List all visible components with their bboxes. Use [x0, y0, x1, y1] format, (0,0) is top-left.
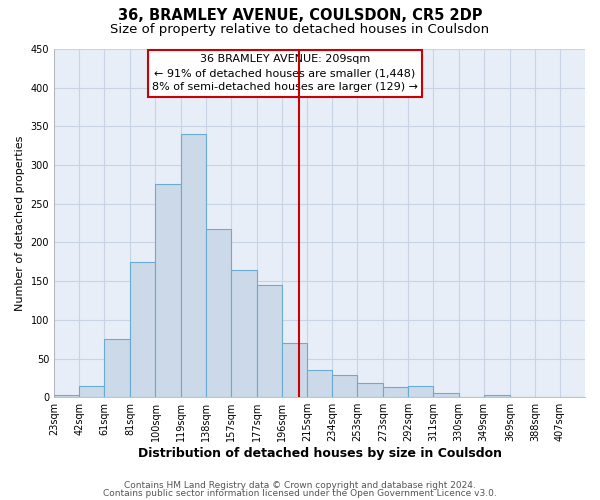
Bar: [409, 386, 433, 397]
Bar: [257, 285, 282, 397]
Bar: [104, 339, 130, 397]
X-axis label: Distribution of detached houses by size in Coulsdon: Distribution of detached houses by size …: [137, 447, 502, 460]
Y-axis label: Number of detached properties: Number of detached properties: [15, 136, 25, 311]
Text: Contains public sector information licensed under the Open Government Licence v3: Contains public sector information licen…: [103, 488, 497, 498]
Bar: [433, 392, 458, 397]
Text: Size of property relative to detached houses in Coulsdon: Size of property relative to detached ho…: [110, 22, 490, 36]
Text: Contains HM Land Registry data © Crown copyright and database right 2024.: Contains HM Land Registry data © Crown c…: [124, 481, 476, 490]
Bar: [130, 262, 155, 397]
Bar: [155, 184, 181, 397]
Bar: [54, 395, 79, 397]
Bar: [282, 343, 307, 397]
Bar: [181, 134, 206, 397]
Text: 36 BRAMLEY AVENUE: 209sqm
← 91% of detached houses are smaller (1,448)
8% of sem: 36 BRAMLEY AVENUE: 209sqm ← 91% of detac…: [152, 54, 418, 92]
Text: 36, BRAMLEY AVENUE, COULSDON, CR5 2DP: 36, BRAMLEY AVENUE, COULSDON, CR5 2DP: [118, 8, 482, 22]
Bar: [206, 228, 230, 397]
Bar: [484, 395, 510, 397]
Bar: [230, 270, 257, 397]
Bar: [79, 386, 104, 397]
Bar: [332, 375, 357, 397]
Bar: [383, 387, 409, 397]
Bar: [307, 370, 332, 397]
Bar: [357, 384, 383, 397]
